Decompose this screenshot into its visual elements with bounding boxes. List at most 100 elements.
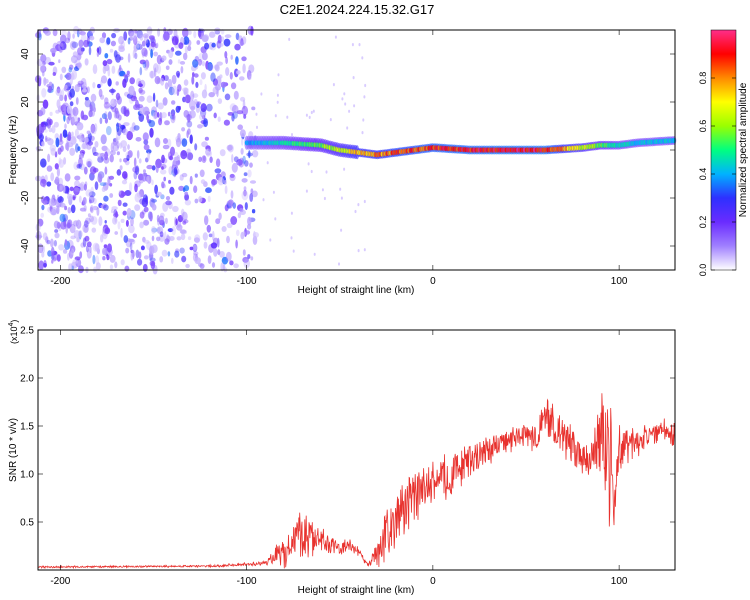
spectrogram-cell bbox=[204, 215, 209, 226]
snr-x-axis-label: Height of straight line (km) bbox=[298, 585, 415, 596]
spectrogram-cell bbox=[229, 103, 237, 112]
spectrogram-cell bbox=[103, 204, 109, 211]
spectrogram-cell bbox=[242, 249, 246, 256]
spectrogram-cell bbox=[71, 131, 74, 137]
spectrogram-cell bbox=[249, 193, 254, 202]
spectrogram-cell bbox=[199, 113, 205, 121]
spectrogram-cell bbox=[179, 229, 187, 234]
spectrogram-cell bbox=[138, 251, 142, 259]
spectrogram-cell bbox=[154, 184, 159, 195]
spectrogram-x-axis-label: Height of straight line (km) bbox=[298, 285, 415, 296]
spectrogram-cell bbox=[60, 221, 67, 230]
spectrogram-cell bbox=[163, 231, 167, 241]
spectrogram-cell bbox=[103, 101, 110, 109]
spectrogram-cell bbox=[66, 116, 70, 125]
spectrogram-cell bbox=[103, 195, 109, 202]
spectrogram-cell bbox=[133, 43, 140, 51]
spectrogram-cell bbox=[64, 123, 67, 129]
spectrogram-cell bbox=[141, 197, 149, 208]
spectrogram-cell bbox=[80, 152, 84, 159]
spectrogram-cell bbox=[107, 111, 112, 121]
spectrogram-cell bbox=[106, 125, 112, 136]
spectrogram-cell bbox=[117, 221, 121, 230]
spectrogram-cell bbox=[208, 92, 215, 98]
colorbar: 0.0 0.2 0.4 0.6 0.8 Normalized spectral ampl… bbox=[698, 29, 749, 276]
spectrogram-cell bbox=[219, 149, 226, 157]
spectrogram-cell bbox=[69, 147, 76, 156]
spectrogram-cell bbox=[61, 66, 67, 74]
spectrogram-cell bbox=[208, 147, 212, 152]
spectrogram-cell bbox=[50, 246, 55, 257]
spectrogram-cell bbox=[150, 41, 156, 48]
spectrogram-cell bbox=[79, 207, 87, 212]
spectrogram-cell bbox=[62, 129, 68, 138]
spectrogram-cell bbox=[53, 220, 60, 229]
spectrogram-cell bbox=[69, 64, 74, 70]
spectrogram-cell bbox=[104, 166, 108, 175]
spectrogram-cell bbox=[86, 158, 93, 167]
spectrogram-cell bbox=[84, 96, 89, 101]
spectrogram-cell bbox=[104, 53, 109, 59]
spectrogram-cell bbox=[290, 211, 293, 215]
spectrogram-cell bbox=[69, 88, 75, 98]
spectrogram-cell bbox=[217, 42, 224, 47]
spectrogram-noise-cloud bbox=[34, 25, 367, 275]
spectrogram-cell bbox=[221, 36, 225, 42]
spectrogram-cell bbox=[168, 49, 174, 59]
spectrogram-cell bbox=[146, 164, 153, 170]
spectrogram-cell bbox=[116, 151, 120, 156]
spectrogram-cell bbox=[230, 216, 238, 225]
spectrogram-cell bbox=[242, 231, 246, 237]
spectrogram-cell bbox=[97, 152, 102, 158]
spectrogram-cell bbox=[186, 120, 193, 128]
spectrogram-cell bbox=[321, 188, 324, 192]
spectrogram-cell bbox=[157, 102, 164, 110]
spectrogram-cell bbox=[129, 77, 135, 85]
spectrogram-cell bbox=[84, 137, 89, 143]
spectrogram-cell bbox=[134, 52, 138, 60]
spectrogram-cell bbox=[109, 264, 114, 270]
spectrogram-cell bbox=[102, 256, 106, 261]
spectrogram-cell bbox=[189, 246, 194, 251]
spectrogram-cell bbox=[64, 84, 68, 90]
spectrogram-cell bbox=[53, 121, 59, 128]
spectrogram-cell bbox=[76, 122, 84, 131]
spectrogram-cell bbox=[186, 130, 189, 139]
spectrogram-cell bbox=[109, 154, 114, 163]
spectrogram-cell bbox=[151, 227, 158, 233]
spectrogram-cell bbox=[163, 176, 166, 182]
spectrogram-cell bbox=[66, 141, 70, 152]
spectrogram-cell bbox=[232, 202, 236, 209]
spectrogram-cell bbox=[82, 197, 87, 205]
spectrogram-cell bbox=[247, 169, 252, 178]
spectrogram-cell bbox=[224, 185, 228, 195]
spectrogram-cell bbox=[81, 88, 88, 93]
spectrogram-cell bbox=[67, 193, 73, 201]
spectrogram-cell bbox=[75, 143, 79, 153]
snr-x-tick-label: -200 bbox=[50, 576, 70, 587]
spectrogram-cell bbox=[48, 198, 55, 208]
spectrogram-cell bbox=[206, 224, 211, 233]
spectrogram-cell bbox=[132, 49, 136, 59]
spectrogram-cell bbox=[53, 240, 58, 247]
spectrogram-cell bbox=[183, 52, 188, 61]
spectrogram-y-tick-label: 20 bbox=[20, 96, 31, 108]
spectrogram-cell bbox=[233, 263, 239, 269]
spectrogram-cell bbox=[146, 149, 152, 154]
spectrogram-cell bbox=[184, 199, 192, 206]
spectrogram-cell bbox=[71, 41, 79, 48]
spectrogram-cell bbox=[42, 197, 48, 205]
spectrogram-cell bbox=[136, 104, 143, 109]
spectrogram-cell bbox=[106, 37, 111, 45]
spectrogram-cell bbox=[101, 186, 106, 192]
spectrogram-cell bbox=[123, 73, 130, 78]
spectrogram-cell bbox=[242, 63, 246, 74]
spectrogram-cell bbox=[148, 120, 156, 128]
spectrogram-cell bbox=[194, 257, 201, 265]
spectrogram-cell bbox=[77, 28, 83, 34]
spectrogram-cell bbox=[44, 135, 48, 143]
spectrogram-cell bbox=[52, 28, 58, 37]
spectrogram-cell bbox=[110, 142, 114, 153]
spectrogram-cell bbox=[89, 206, 93, 212]
spectrogram-cell bbox=[247, 216, 252, 226]
